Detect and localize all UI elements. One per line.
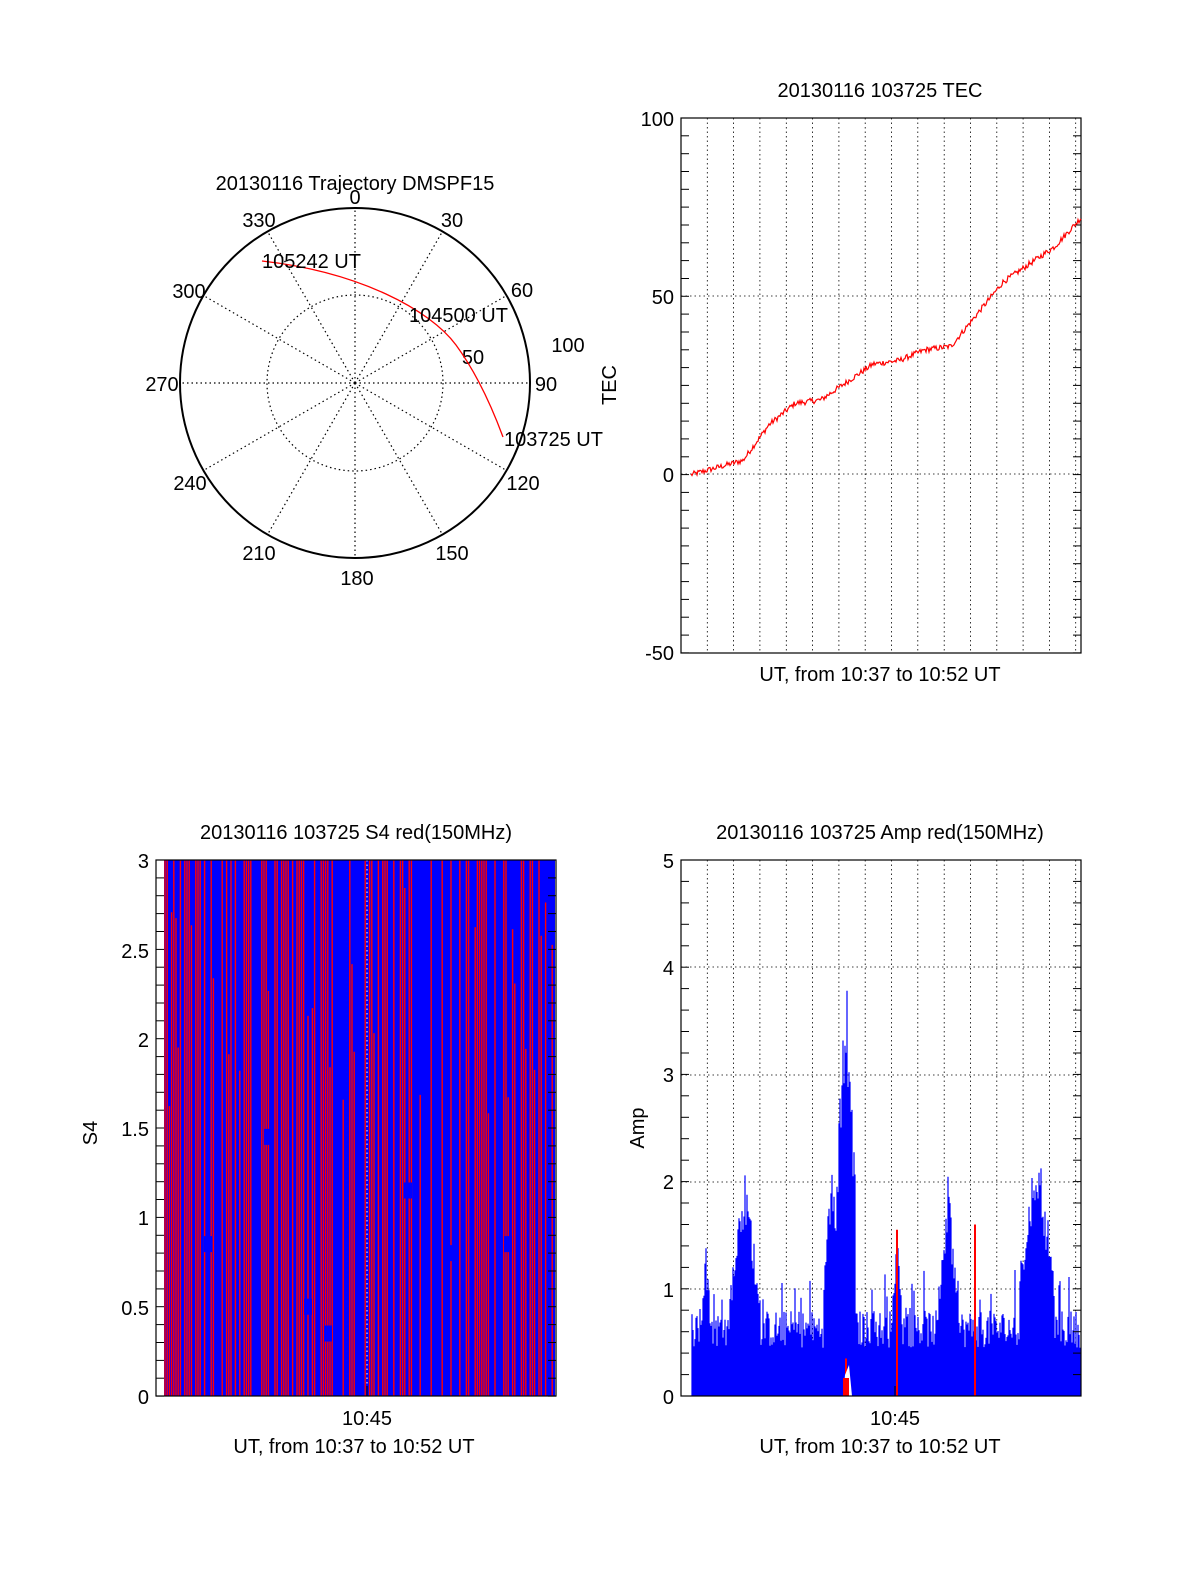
azimuth-label-90: 90	[535, 374, 557, 396]
s4-ytick-1.5: 1.5	[121, 1119, 149, 1141]
polar-outer-ring	[179, 207, 531, 559]
amp-ytick-5: 5	[663, 851, 674, 873]
amp-xlabel: UT, from 10:37 to 10:52 UT	[759, 1436, 1000, 1458]
amp-ytick-1: 1	[663, 1280, 674, 1302]
tec-grid	[681, 118, 1081, 653]
tec-minor-ticks	[681, 117, 1081, 654]
azimuth-label-240: 240	[173, 473, 206, 495]
amp-frame	[680, 859, 1082, 1397]
tec-ytick-100: 100	[641, 109, 674, 131]
azimuth-label-150: 150	[435, 543, 468, 565]
azimuth-label-300: 300	[172, 281, 205, 303]
polar-title: 20130116 Trajectory DMSPF15	[216, 173, 495, 195]
trajectory-mid-label: 104500 UT	[409, 305, 508, 327]
s4-blue-marker	[504, 1236, 512, 1253]
amp-ticks	[681, 859, 1081, 1397]
s4-ytick-2.5: 2.5	[121, 941, 149, 963]
tec-ytick-minus50: -50	[645, 643, 674, 665]
azimuth-label-180: 180	[340, 568, 373, 590]
s4-bars	[156, 860, 555, 1396]
amp-xtick-1045: 10:45	[870, 1408, 920, 1430]
amp-ytick-3: 3	[663, 1065, 674, 1087]
polar-inner-ring	[266, 294, 444, 472]
s4-ytick-1: 1	[138, 1208, 149, 1230]
polar-azimuth-labels: 0 30 60 90 120 150 180 210 240 270 300 3…	[145, 187, 557, 590]
tec-ytick-50: 50	[652, 287, 674, 309]
azimuth-label-30: 30	[441, 210, 463, 232]
polar-spoke-150	[354, 382, 444, 535]
polar-spoke-300	[203, 294, 356, 384]
s4-ytick-3: 3	[138, 851, 149, 873]
s4-xtick-1045: 10:45	[342, 1408, 392, 1430]
tec-panel: 20130116 103725 TEC 100 50 0 -50 TEC UT,…	[599, 80, 1082, 686]
s4-ytick-2: 2	[138, 1030, 149, 1052]
amp-ytick-2: 2	[663, 1172, 674, 1194]
amp-ylabel: Amp	[627, 1107, 649, 1148]
s4-panel: 20130116 103725 S4 red(150MHz) 3 2.5 2 1…	[80, 822, 557, 1458]
s4-blue-marker	[204, 1236, 212, 1253]
s4-xlabel: UT, from 10:37 to 10:52 UT	[233, 1436, 474, 1458]
s4-blue-marker	[324, 1325, 332, 1342]
s4-blue-marker	[444, 1245, 452, 1262]
s4-ticks	[156, 859, 556, 1397]
radial-label-100: 100	[551, 335, 584, 357]
amp-red-block	[843, 1378, 849, 1396]
amp-panel: 20130116 103725 Amp red(150MHz) 5 4 3 2 …	[627, 822, 1082, 1458]
amp-ytick-0: 0	[663, 1387, 674, 1409]
s4-title: 20130116 103725 S4 red(150MHz)	[200, 822, 512, 844]
tec-xlabel: UT, from 10:37 to 10:52 UT	[759, 664, 1000, 686]
trajectory-end-label: 105242 UT	[262, 251, 361, 273]
tec-frame	[680, 117, 1082, 654]
radial-label-50: 50	[462, 347, 484, 369]
azimuth-label-270: 270	[145, 374, 178, 396]
s4-ytick-0.5: 0.5	[121, 1298, 149, 1320]
s4-ytick-0: 0	[138, 1387, 149, 1409]
trajectory-start-label: 103725 UT	[504, 429, 603, 451]
s4-ylabel: S4	[80, 1121, 102, 1145]
polar-spoke-210	[266, 382, 356, 535]
amp-ytick-4: 4	[663, 958, 674, 980]
polar-panel: 20130116 Trajectory DMSPF15 0 30 60 90 1…	[145, 173, 603, 590]
s4-blue-marker	[404, 1182, 412, 1199]
azimuth-label-60: 60	[511, 280, 533, 302]
azimuth-label-120: 120	[506, 473, 539, 495]
tec-ylabel: TEC	[599, 365, 621, 405]
tec-title: 20130116 103725 TEC	[778, 80, 983, 102]
s4-blue-marker	[264, 1128, 272, 1145]
s4-blue-marker	[304, 1298, 312, 1315]
azimuth-label-210: 210	[242, 543, 275, 565]
amp-bars	[691, 990, 1081, 1396]
tec-ytick-0: 0	[663, 465, 674, 487]
azimuth-label-0: 0	[349, 187, 360, 209]
trajectory-line	[261, 260, 504, 438]
tec-series-line	[690, 217, 1082, 477]
amp-title: 20130116 103725 Amp red(150MHz)	[716, 822, 1044, 844]
azimuth-label-330: 330	[242, 210, 275, 232]
